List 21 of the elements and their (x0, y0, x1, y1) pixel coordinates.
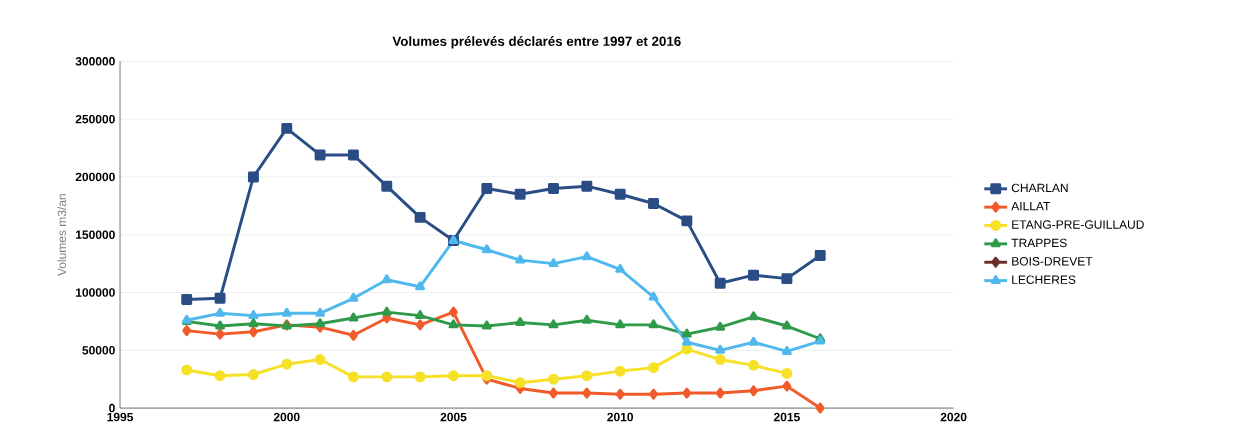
legend-label: BOIS-DREVET (1012, 256, 1093, 266)
legend-label: CHARLAN (1011, 183, 1068, 192)
legend-label: ETANG-PRE-GUILLAUD (1012, 220, 1144, 229)
y-tick-label: 0 (109, 403, 115, 413)
legend-label: LECHERES (1012, 275, 1076, 284)
y-tick-label: 100000 (76, 288, 115, 297)
x-tick-label: 2010 (607, 412, 634, 422)
x-tick-label: 1995 (107, 412, 134, 422)
x-tick-label: 2000 (273, 412, 300, 422)
y-axis-title: Volumes m3/an (57, 193, 67, 276)
legend-label: TRAPPES (1011, 238, 1067, 247)
y-tick-label: 150000 (76, 230, 115, 239)
chart-title: Volumes prélevés déclarés entre 1997 et 2016 (392, 35, 681, 49)
x-tick-label: 2005 (440, 412, 467, 422)
y-tick-label: 250000 (75, 114, 115, 124)
x-tick-label: 2020 (940, 412, 967, 422)
y-tick-label: 200000 (75, 172, 115, 181)
legend-label: AILLAT (1011, 201, 1051, 211)
x-tick-label: 2015 (773, 412, 800, 422)
y-tick-label: 300000 (75, 56, 115, 66)
y-tick-label: 50000 (82, 345, 115, 355)
